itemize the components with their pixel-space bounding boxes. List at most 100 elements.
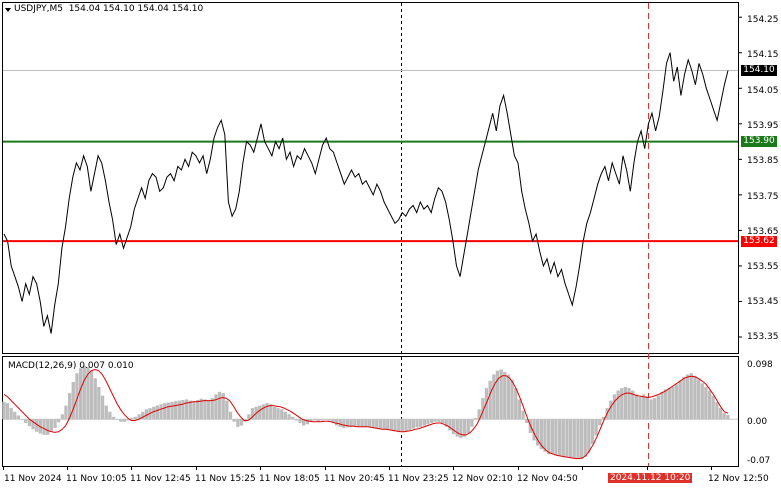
macd-histogram-bar bbox=[313, 419, 317, 421]
macd-histogram-bar bbox=[711, 395, 715, 420]
macd-histogram-bar bbox=[631, 390, 635, 420]
macd-histogram-bar bbox=[57, 419, 61, 423]
macd-histogram-bar bbox=[236, 419, 240, 427]
chart-menu-triangle-icon[interactable] bbox=[5, 8, 11, 12]
macd-histogram-bar bbox=[298, 419, 302, 423]
macd-histogram-bar bbox=[598, 419, 602, 426]
ohlc-values: 154.04 154.10 154.04 154.10 bbox=[68, 4, 204, 14]
macd-histogram-bar bbox=[24, 419, 28, 423]
macd-histogram-bar bbox=[503, 371, 507, 420]
macd-histogram-bar bbox=[97, 386, 101, 420]
macd-histogram-bar bbox=[510, 379, 514, 420]
macd-histogram-bar bbox=[60, 414, 64, 420]
macd-histogram-bar bbox=[265, 403, 269, 420]
macd-histogram-bar bbox=[514, 388, 518, 420]
macd-histogram-bar bbox=[309, 419, 313, 422]
macd-histogram-bar bbox=[89, 370, 94, 420]
macd-histogram-bar bbox=[525, 419, 529, 423]
time-tick: 12 Nov 12:50 bbox=[708, 474, 769, 484]
macd-histogram-bar bbox=[722, 413, 726, 420]
macd-histogram-bar bbox=[609, 400, 613, 420]
macd-histogram-bar bbox=[481, 398, 485, 420]
macd-histogram-bar bbox=[601, 416, 606, 420]
macd-histogram-bar bbox=[342, 419, 346, 428]
macd-values: 0.007 0.010 bbox=[79, 361, 134, 371]
macd-histogram-bar bbox=[276, 408, 280, 420]
time-tick: 11 Nov 12:45 bbox=[130, 474, 191, 484]
macd-histogram-bar bbox=[2, 401, 6, 420]
macd-histogram-bar bbox=[287, 414, 291, 420]
macd-histogram-bar bbox=[100, 395, 105, 420]
price-panel-frame bbox=[2, 2, 739, 354]
macd-histogram-bar bbox=[261, 404, 266, 420]
macd-histogram-bar bbox=[444, 419, 448, 427]
macd-histogram-bar bbox=[203, 399, 207, 420]
macd-histogram-bar bbox=[550, 419, 554, 455]
price-tick: 154.25 bbox=[747, 15, 779, 25]
macd-label: MACD(12,26,9) bbox=[8, 361, 77, 371]
macd-histogram-bar bbox=[539, 419, 543, 450]
macd-histogram-bar bbox=[338, 419, 342, 427]
macd-histogram-bar bbox=[558, 419, 562, 456]
macd-histogram-bar bbox=[689, 373, 693, 420]
macd-histogram-bar bbox=[437, 419, 441, 422]
macd-histogram-bar bbox=[137, 414, 141, 420]
macd-histogram-bar bbox=[20, 419, 24, 420]
macd-histogram-bar bbox=[645, 396, 649, 420]
time-tick: 11 Nov 2024 bbox=[4, 474, 62, 484]
macd-histogram-bar bbox=[696, 379, 701, 420]
macd-histogram-bar bbox=[294, 419, 298, 421]
macd-histogram-bar bbox=[122, 419, 127, 422]
macd-histogram-bar bbox=[210, 398, 214, 420]
macd-histogram-bar bbox=[152, 406, 156, 420]
macd-histogram-bar bbox=[459, 419, 463, 438]
macd-histogram-bar bbox=[250, 408, 255, 420]
macd-histogram-bar bbox=[225, 400, 229, 420]
macd-histogram-bar bbox=[170, 401, 174, 420]
macd-histogram-bar bbox=[196, 400, 200, 420]
macd-histogram-bar bbox=[49, 419, 53, 432]
macd-histogram-bar bbox=[188, 400, 192, 420]
macd-histogram-bar bbox=[119, 419, 123, 422]
macd-histogram-bar bbox=[415, 419, 419, 428]
macd-histogram-bar bbox=[378, 419, 383, 430]
macd-signal-line bbox=[3, 368, 729, 459]
macd-histogram-bar bbox=[612, 394, 617, 420]
macd-histogram-bar bbox=[565, 419, 569, 457]
macd-histogram-bar bbox=[517, 399, 521, 420]
macd-histogram-bar bbox=[334, 419, 339, 426]
macd-histogram-bar bbox=[320, 419, 324, 421]
macd-histogram-bar bbox=[316, 419, 320, 422]
macd-histogram-bar bbox=[133, 416, 138, 420]
macd-histogram-bar bbox=[382, 419, 386, 430]
price-tick: 154.15 bbox=[747, 50, 779, 60]
macd-histogram-bar bbox=[568, 419, 573, 458]
macd-histogram-bar bbox=[587, 419, 591, 453]
macd-header: MACD(12,26,9) 0.007 0.010 bbox=[8, 361, 134, 372]
macd-histogram-bar bbox=[386, 419, 390, 430]
macd-histogram-bar bbox=[9, 408, 13, 420]
macd-histogram-bar bbox=[547, 419, 551, 455]
macd-histogram-bar bbox=[660, 391, 664, 420]
macd-histogram-bar bbox=[623, 386, 628, 420]
macd-histogram-bar bbox=[353, 419, 357, 427]
macd-histogram-bar bbox=[554, 419, 558, 456]
macd-histogram-bar bbox=[323, 419, 328, 420]
macd-histogram-bar bbox=[130, 418, 134, 420]
macd-histogram-bar bbox=[430, 419, 434, 423]
macd-histogram-bar bbox=[462, 419, 467, 437]
macd-histogram-bar bbox=[718, 408, 723, 420]
macd-histogram-bar bbox=[499, 369, 503, 420]
macd-histogram-bar bbox=[678, 380, 682, 420]
macd-histogram-bar bbox=[616, 390, 620, 420]
level-badge-lower: 153.62 bbox=[741, 235, 777, 247]
macd-histogram-bar bbox=[671, 386, 675, 420]
chart-header: USDJPY,M5 154.04 154.10 154.04 154.10 bbox=[14, 4, 203, 15]
macd-histogram-bar bbox=[667, 388, 671, 420]
macd-histogram-bar bbox=[638, 396, 642, 420]
macd-histogram-bar bbox=[656, 395, 660, 420]
macd-histogram-bar bbox=[79, 368, 83, 420]
level-badge-upper: 153.90 bbox=[741, 136, 777, 148]
macd-histogram-bar bbox=[682, 376, 686, 420]
